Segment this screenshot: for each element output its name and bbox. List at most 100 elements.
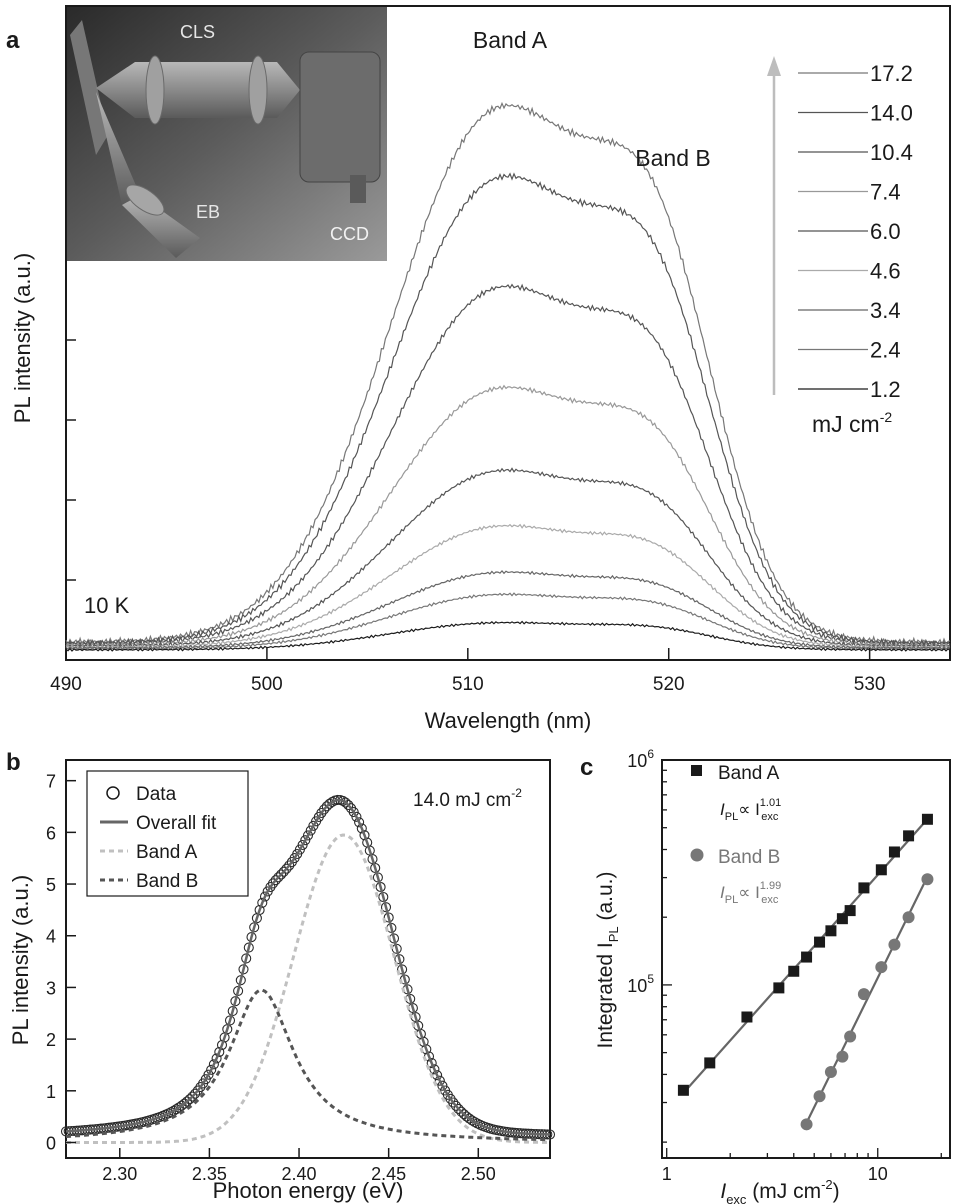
panel-c-xlabel-sup: -2 [821,1177,833,1192]
panel-a-y-axis-label: PL intensity (a.u.) [10,253,35,423]
panel-a-x-tick-label: 500 [251,674,283,695]
data-point [426,1058,437,1069]
panel-a: a 490 500 510 520 530 Wavelength (nm) PL int… [6,5,951,733]
data-point [184,1094,195,1105]
panel-a-x-tick-label: 520 [653,674,685,695]
inset-label-cls: CLS [180,22,215,42]
spectrum-line-6.0 [65,467,951,649]
band-b-point [836,1050,849,1063]
panel-a-x-tick-label: 510 [452,674,484,695]
panel-b-x-tick-label: 2.50 [461,1164,496,1184]
data-point [302,830,314,841]
band-a-point [801,951,813,963]
data-point [324,798,335,809]
panel-c-xlabel-rest: (mJ cm [746,1180,821,1203]
data-point [466,1115,478,1126]
data-point [305,825,316,836]
cls-ring-right [248,55,268,125]
panel-c-y-axis-label: Integrated IPL (a.u.) [594,871,621,1048]
fluence-legend-label-14.0: 14.0 [870,101,913,126]
band-a-point [814,936,826,948]
panel-c-y-tick-label: 105 [627,972,654,996]
panel-b: b 2.30 2.35 2.40 2.45 2.50 0 1 2 3 4 5 6 7 Photon en… [6,749,556,1203]
setup-schematic-inset: CLS EB CCD [67,7,387,261]
panel-b-axes: 2.30 2.35 2.40 2.45 2.50 0 1 2 3 4 5 6 7 [46,772,496,1184]
panel-b-x-axis-label: Photon energy (eV) [213,1178,404,1203]
data-point [165,1107,176,1118]
panel-b-legend-box [86,770,249,897]
band-a-point [903,830,915,842]
legend-overall-fit-label: Overall fit [136,813,217,834]
data-point [273,872,284,883]
cls-cone-left [96,62,135,118]
spectrum-line-10.4 [65,283,951,648]
panel-b-annotation-sup: -2 [511,786,522,800]
panel-c-y-tick-base: 10 [627,976,647,996]
panel-a-frame [65,5,951,661]
panel-a-x-tick-label: 490 [50,674,82,695]
fluence-arrow-head [767,56,781,76]
data-point [469,1116,480,1128]
data-point [173,1102,184,1113]
data-point [340,797,351,808]
data-point [356,823,367,834]
data-point [224,1015,236,1026]
band-b-point [902,911,915,924]
data-point [343,799,354,811]
data-point [319,804,330,815]
fluence-legend-label-4.6: 4.6 [870,259,901,284]
band-a-point [677,1084,689,1096]
overall-fit-curve [65,798,551,1136]
band-b-point [800,1118,813,1131]
data-point [464,1113,475,1124]
temperature-label: 10 K [84,593,130,618]
data-point [187,1091,198,1102]
data-point [453,1103,464,1114]
ccd-connector [350,175,366,203]
data-point [267,878,279,889]
data-point [359,830,370,841]
spectrum-line-7.4 [65,384,951,649]
panel-c-xlabel-symbol: I [720,1180,726,1203]
data-point [297,839,308,851]
panel-b-x-tick-label: 2.35 [192,1164,227,1184]
inset-label-eb: EB [196,202,220,222]
band-b-fit-sub2: exc [761,894,779,906]
data-point [354,817,365,828]
panel-b-fluence-annotation: 14.0 mJ cm-2 [413,786,522,811]
band-b-fit-i: I [720,883,725,902]
band-a-fit-sub2: exc [761,811,779,823]
band-b-fit-sub1: PL [725,894,738,906]
band-b-fit-exp: 1.99 [760,880,781,892]
data-point [257,897,268,908]
panel-a-x-tick-label: 530 [854,674,886,695]
panel-b-x-tick-label: 2.40 [282,1164,317,1184]
band-a-point [875,864,887,876]
panel-c-x-tick-label: 10 [868,1164,888,1184]
panel-b-y-tick-label: 1 [46,1082,56,1102]
panel-c-xlabel-close: ) [833,1180,840,1203]
panel-b-y-tick-label: 4 [46,927,56,947]
panel-b-x-tick-label: 2.45 [371,1164,406,1184]
band-a-point [836,913,848,925]
fluence-legend-label-7.4: 7.4 [870,180,901,205]
band-a-fit-curve [66,833,550,1144]
panel-c-y-tick-exp: 6 [647,747,654,761]
panel-c-xlabel-sub: exc [726,1192,747,1204]
band-b-point [888,938,901,951]
panel-label-a: a [6,27,20,54]
data-point [254,904,265,916]
band-b-point [813,1090,826,1103]
ccd-box [299,51,381,183]
data-point [222,1024,233,1035]
panel-c-ylabel-sub: PL [606,926,621,942]
band-b-fit-curve [65,988,551,1142]
fluence-legend-label-6.0: 6.0 [870,219,901,244]
band-a-point [888,846,900,858]
eb-cone [96,92,140,205]
legend-band-a-square-marker [691,765,702,776]
legend-band-b-label: Band B [136,871,198,892]
data-point [367,854,378,865]
